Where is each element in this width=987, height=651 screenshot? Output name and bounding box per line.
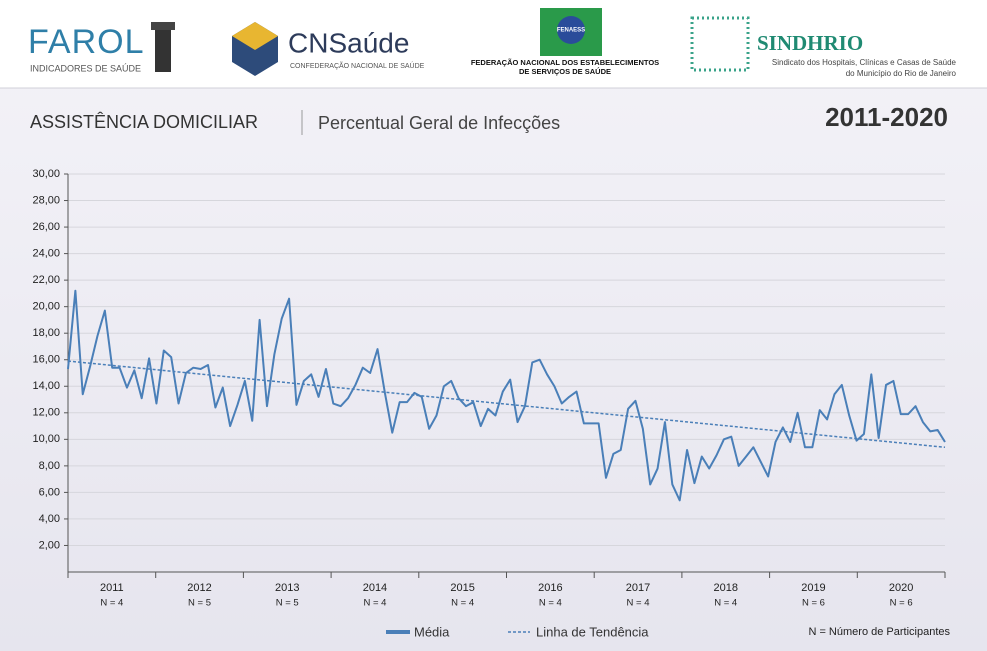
x-group-label: 2016 — [538, 582, 562, 594]
y-tick-label: 10,00 — [32, 433, 60, 445]
y-tick-label: 8,00 — [39, 460, 60, 472]
cns-sub: CONFEDERAÇÃO NACIONAL DE SAÚDE — [290, 61, 425, 70]
sindhrio-logo — [690, 16, 750, 72]
y-tick-label: 30,00 — [32, 168, 60, 180]
farol-sub: INDICADORES DE SAÚDE — [30, 63, 141, 73]
lighthouse — [155, 30, 171, 72]
cns-title: CNSaúde — [288, 27, 409, 58]
trend-line — [67, 360, 946, 449]
sindhrio-sub2: do Município do Rio de Janeiro — [846, 69, 957, 78]
x-group-label: 2015 — [450, 582, 474, 594]
y-tick-label: 20,00 — [32, 301, 60, 313]
fenaess-globe — [557, 16, 585, 44]
chart-subtitle: Percentual Geral de Infecções — [318, 113, 560, 133]
x-group-label: 2014 — [363, 582, 387, 594]
lighthouse-top — [151, 22, 175, 30]
y-tick-label: 6,00 — [39, 486, 60, 498]
fenaess-name: FENAESS — [557, 28, 585, 34]
cns-logo-top — [232, 22, 278, 50]
x-group-note: N = 4 — [539, 598, 562, 609]
legend-label: Linha de Tendência — [536, 624, 649, 639]
sindhrio-title: SINDHRIO — [757, 31, 863, 55]
y-tick-label: 2,00 — [39, 539, 60, 551]
fenaess-sub1: FEDERAÇÃO NACIONAL DOS ESTABELECIMENTOS — [471, 58, 659, 67]
x-group-label: 2012 — [187, 582, 211, 594]
data-line — [67, 289, 946, 502]
legend-label: Média — [414, 624, 450, 639]
x-group-label: 2018 — [714, 582, 738, 594]
x-group-note: N = 6 — [802, 598, 825, 609]
y-tick-label: 26,00 — [32, 221, 60, 233]
sindhrio-sub1: Sindicato dos Hospitais, Clínicas e Casa… — [772, 58, 957, 67]
x-group-note: N = 4 — [100, 598, 123, 609]
y-tick-label: 12,00 — [32, 407, 60, 419]
x-group-note: N = 5 — [188, 598, 211, 609]
chart-title: ASSISTÊNCIA DOMICILIAR — [30, 112, 258, 132]
y-tick-label: 28,00 — [32, 194, 60, 206]
x-group-label: 2011 — [100, 582, 124, 594]
x-group-label: 2019 — [801, 582, 825, 594]
x-group-note: N = 5 — [276, 598, 299, 609]
fenaess-sub2: DE SERVIÇOS DE SAÚDE — [519, 67, 611, 76]
x-group-note: N = 4 — [451, 598, 474, 609]
y-tick-label: 4,00 — [39, 513, 60, 525]
x-group-note: N = 4 — [627, 598, 650, 609]
y-tick-label: 22,00 — [32, 274, 60, 286]
y-tick-label: 24,00 — [32, 248, 60, 260]
x-group-label: 2017 — [626, 582, 650, 594]
x-group-note: N = 4 — [363, 598, 386, 609]
x-group-note: N = 6 — [890, 598, 913, 609]
x-group-note: N = 4 — [714, 598, 737, 609]
y-tick-label: 18,00 — [32, 327, 60, 339]
x-group-label: 2013 — [275, 582, 299, 594]
y-tick-label: 16,00 — [32, 354, 60, 366]
y-tick-label: 14,00 — [32, 380, 60, 392]
period: 2011-2020 — [825, 102, 948, 132]
x-group-label: 2020 — [889, 582, 913, 594]
farol-logo: FAROL — [28, 23, 144, 61]
footnote: N = Número de Participantes — [808, 626, 950, 638]
